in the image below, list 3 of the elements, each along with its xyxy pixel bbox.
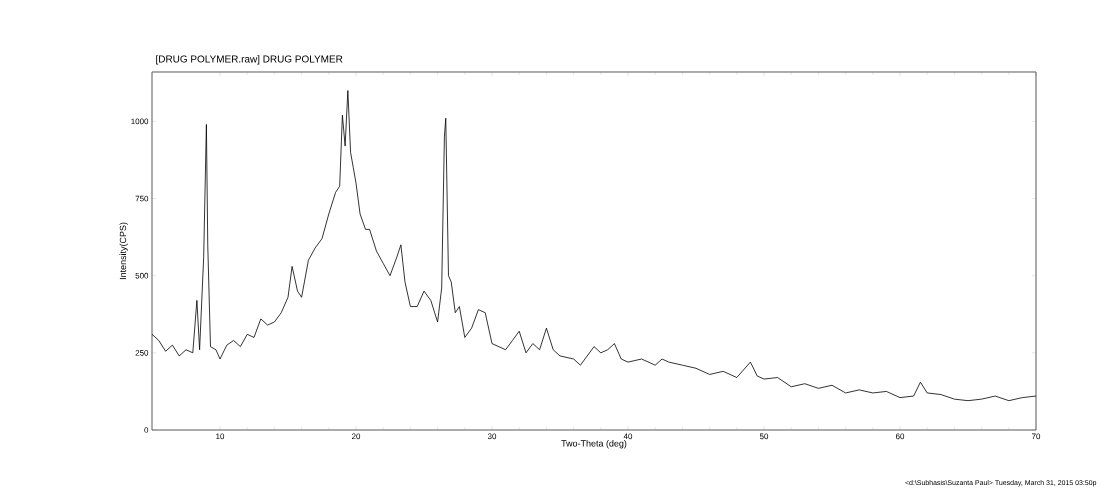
y-axis-title: Intensity(CPS) [119, 222, 128, 280]
x-axis-title: Two-Theta (deg) [561, 440, 627, 449]
chart-title: [DRUG POLYMER.raw] DRUG POLYMER [156, 55, 343, 65]
